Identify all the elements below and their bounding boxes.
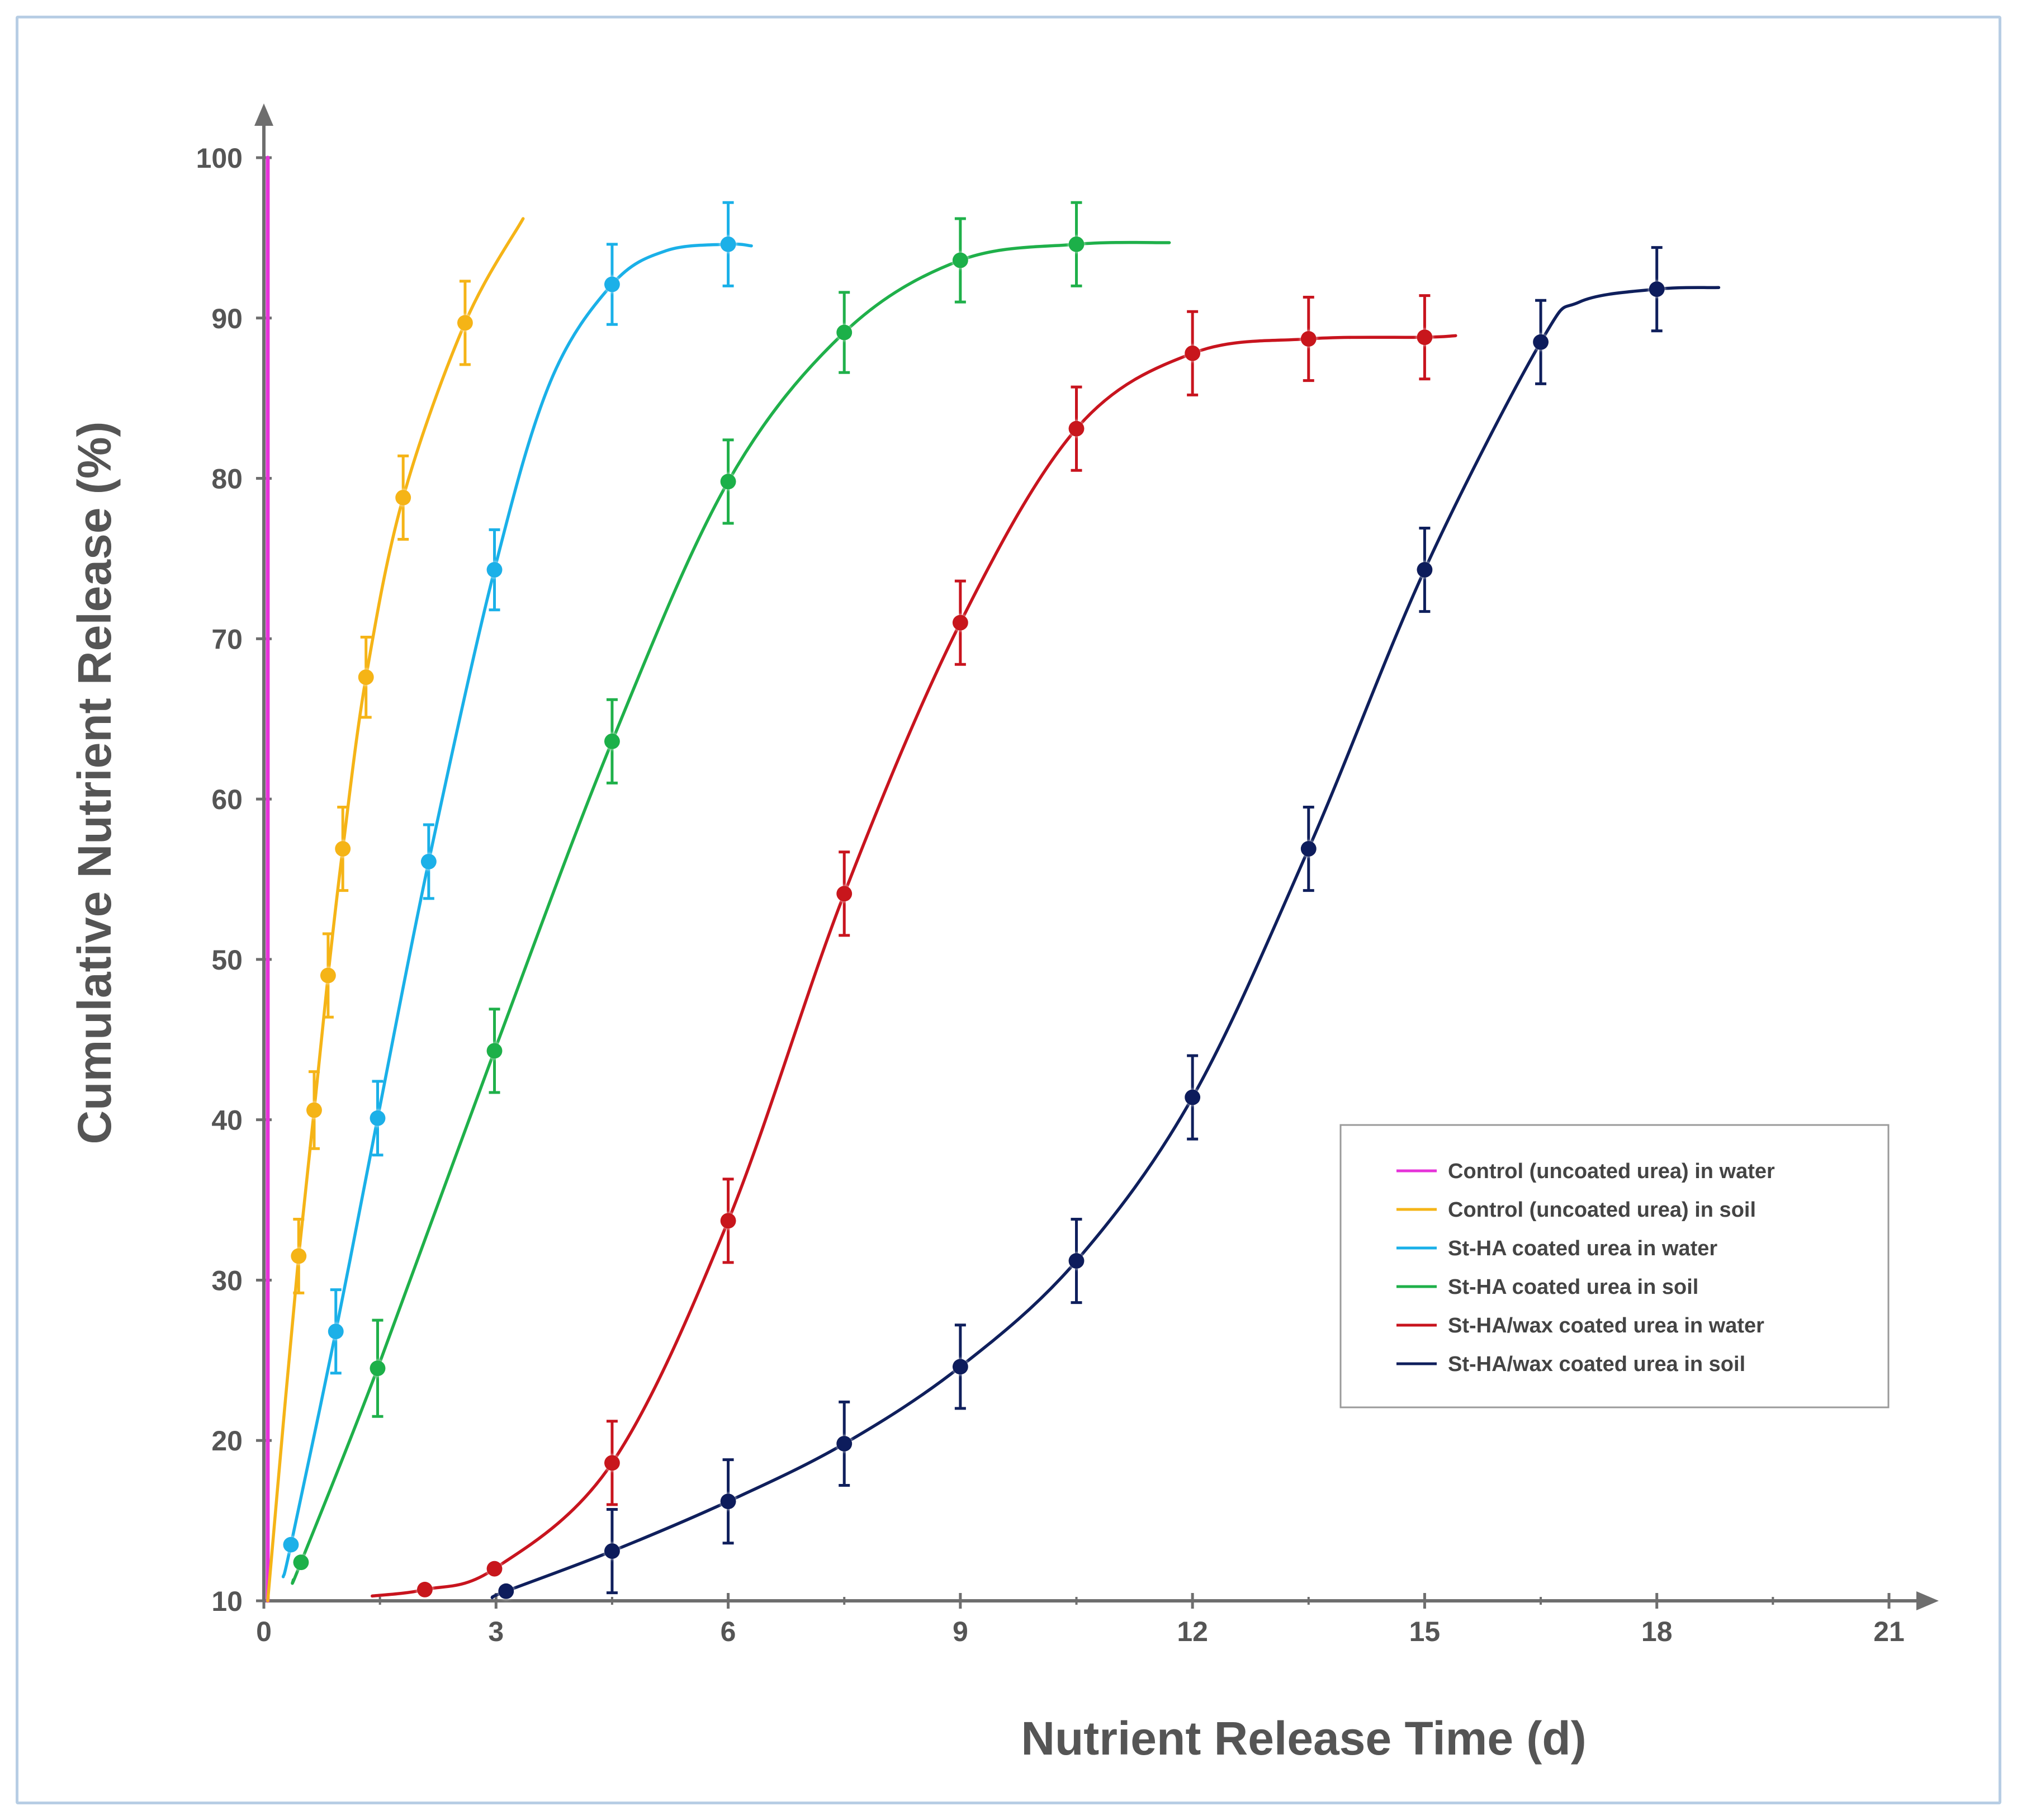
y-tick-label: 40 xyxy=(211,1105,243,1136)
data-point xyxy=(1185,345,1201,361)
data-point xyxy=(1417,562,1433,578)
data-point xyxy=(320,967,336,984)
legend-label: St-HA coated urea in soil xyxy=(1448,1275,1698,1299)
x-axis-title: Nutrient Release Time (d) xyxy=(1021,1712,1586,1765)
data-point xyxy=(952,252,968,268)
data-point xyxy=(952,614,968,631)
data-point xyxy=(335,841,351,857)
series-5 xyxy=(371,294,1457,1598)
data-point xyxy=(420,853,437,869)
y-tick-label: 80 xyxy=(211,464,243,495)
series-4 xyxy=(291,201,1171,1585)
axes xyxy=(254,103,1939,1610)
data-point xyxy=(1649,281,1665,297)
data-point xyxy=(328,1323,344,1340)
data-point xyxy=(604,276,620,292)
series-line xyxy=(291,240,1171,1585)
data-point xyxy=(498,1583,514,1599)
data-point xyxy=(836,1435,853,1452)
data-point xyxy=(604,1543,620,1559)
series-3 xyxy=(281,201,753,1578)
data-point xyxy=(283,1537,299,1553)
data-point xyxy=(293,1554,309,1571)
data-point xyxy=(720,1213,736,1229)
data-point xyxy=(1068,420,1085,437)
data-point xyxy=(1185,1089,1201,1105)
y-tick-label: 90 xyxy=(211,303,243,334)
y-tick-label: 100 xyxy=(196,143,243,174)
data-point xyxy=(306,1102,322,1118)
series-line xyxy=(490,286,1721,1600)
data-point xyxy=(604,1455,620,1471)
data-point xyxy=(291,1248,307,1264)
data-point xyxy=(370,1360,386,1377)
y-tick-label: 70 xyxy=(211,623,243,655)
data-point xyxy=(604,733,620,749)
data-point xyxy=(1417,329,1433,346)
legend-label: Control (uncoated urea) in water xyxy=(1448,1160,1775,1183)
data-point xyxy=(1300,841,1317,857)
y-tick-label: 10 xyxy=(211,1586,243,1617)
y-tick-label: 20 xyxy=(211,1425,243,1457)
data-point xyxy=(836,324,853,341)
data-point xyxy=(836,886,853,902)
series-line xyxy=(371,334,1457,1598)
x-tick-label: 6 xyxy=(721,1616,736,1647)
series-6 xyxy=(490,246,1721,1600)
data-point xyxy=(486,1043,503,1059)
figure-frame xyxy=(16,16,2001,1804)
y-axis-title: Cumulative Nutrient Release (%) xyxy=(68,422,121,1145)
x-tick-label: 12 xyxy=(1177,1616,1208,1647)
x-axis-arrow xyxy=(1916,1591,1939,1610)
x-tick-label: 3 xyxy=(488,1616,504,1647)
series-layer xyxy=(266,155,1721,1603)
y-tick-label: 60 xyxy=(211,784,243,815)
y-axis-arrow xyxy=(254,103,273,126)
data-point xyxy=(720,236,736,252)
y-axis-ticks: 10 20 30 40 50 60 70 80 90 100 xyxy=(196,143,272,1617)
legend: Control (uncoated urea) in water Control … xyxy=(1339,1124,1890,1408)
x-tick-label: 9 xyxy=(953,1616,968,1647)
data-point xyxy=(1300,331,1317,347)
data-point xyxy=(952,1359,968,1375)
legend-label: St-HA coated urea in water xyxy=(1448,1237,1717,1260)
data-point xyxy=(370,1110,386,1126)
x-tick-label: 18 xyxy=(1641,1616,1673,1647)
y-tick-label: 30 xyxy=(211,1265,243,1296)
data-point xyxy=(416,1581,433,1597)
x-axis-ticks: 0 3 6 9 12 15 18 21 xyxy=(256,1593,1905,1647)
data-point xyxy=(395,489,411,505)
x-tick-label: 0 xyxy=(256,1616,272,1647)
data-point xyxy=(1068,236,1085,252)
series-line xyxy=(281,242,753,1578)
data-point xyxy=(486,562,503,578)
data-point xyxy=(358,669,374,686)
data-point xyxy=(1533,334,1549,350)
legend-label: St-HA/wax coated urea in water xyxy=(1448,1314,1764,1337)
series-2 xyxy=(266,217,525,1602)
x-tick-label: 15 xyxy=(1409,1616,1441,1647)
x-tick-label: 21 xyxy=(1873,1616,1905,1647)
y-tick-label: 50 xyxy=(211,944,243,976)
data-point xyxy=(486,1561,503,1577)
data-point xyxy=(720,474,736,490)
series-line xyxy=(266,217,525,1602)
data-point xyxy=(720,1493,736,1510)
data-point xyxy=(457,315,473,331)
legend-label: St-HA/wax coated urea in soil xyxy=(1448,1353,1745,1376)
data-point xyxy=(1068,1253,1085,1269)
legend-label: Control (uncoated urea) in soil xyxy=(1448,1198,1756,1222)
